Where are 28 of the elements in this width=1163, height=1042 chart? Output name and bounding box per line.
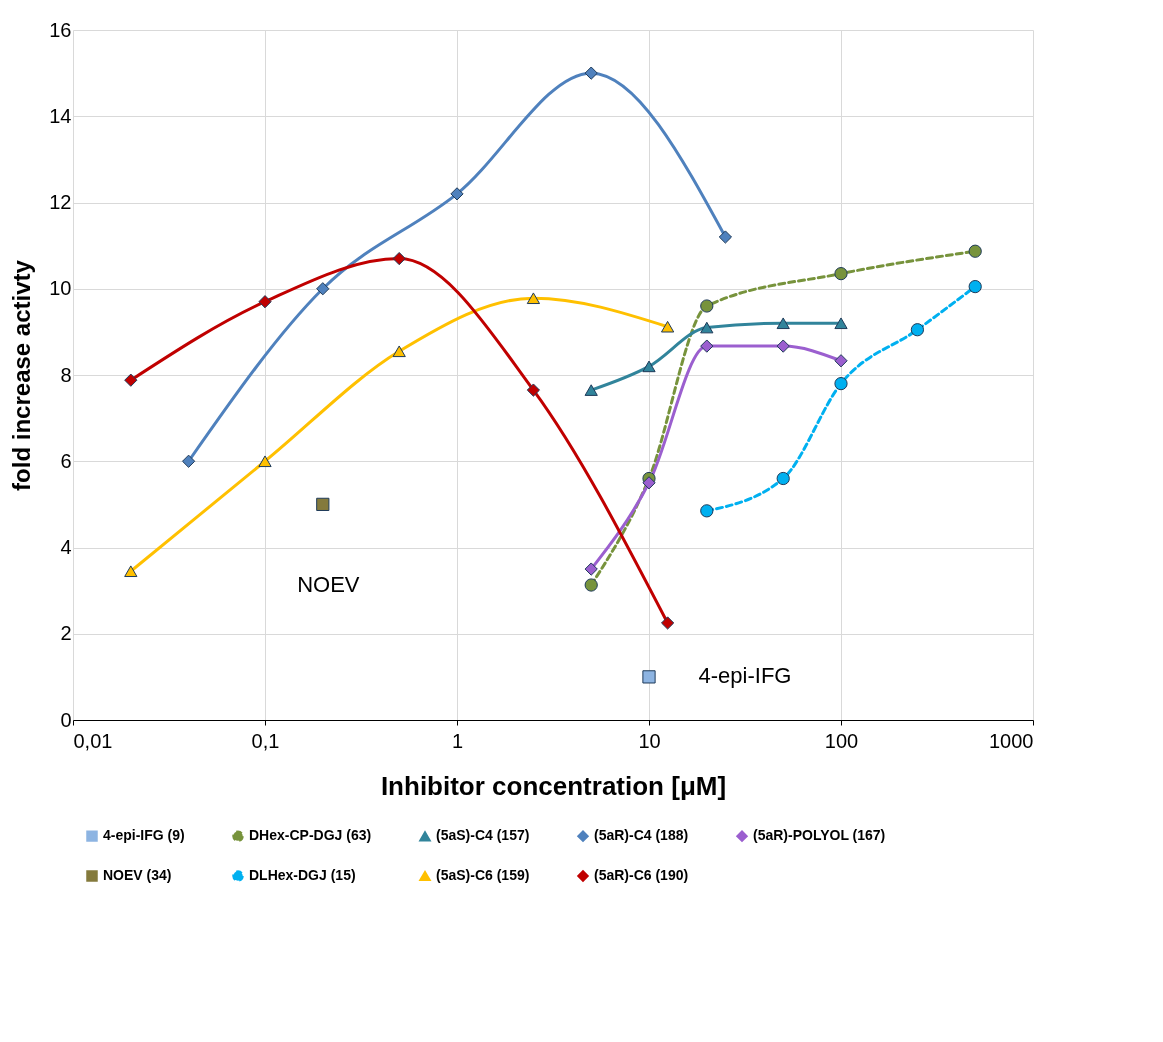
legend-label: (5aR)-C4 (188) <box>594 827 689 844</box>
x-tick-label: 1000 <box>989 729 1034 752</box>
y-axis-title: fold increase activty <box>8 259 36 491</box>
legend-label: 4-epi-IFG (9) <box>103 827 185 844</box>
y-tick-label: 0 <box>60 708 72 731</box>
legend-label: NOEV (34) <box>103 867 172 883</box>
y-tick-label: 10 <box>49 277 72 300</box>
x-tick-label: 0,01 <box>73 729 113 752</box>
x-tick-label: 10 <box>638 729 661 752</box>
legend-label: (5aR)-C6 (190) <box>594 867 689 883</box>
y-tick-label: 6 <box>60 449 72 472</box>
y-tick-label: 2 <box>60 622 72 645</box>
x-tick-label: 0,1 <box>251 729 280 752</box>
y-tick-label: 8 <box>60 363 72 386</box>
legend-label: DLHex-DGJ (15) <box>249 867 356 883</box>
legend-label: (5aR)-POLYOL (167) <box>753 827 886 844</box>
annotation: NOEV <box>297 571 360 597</box>
annotation: 4-epi-IFG <box>698 662 792 688</box>
y-tick-label: 14 <box>49 104 72 127</box>
x-axis-title: Inhibitor concentration [μM] <box>380 770 727 801</box>
x-tick-label: 100 <box>824 729 859 752</box>
y-tick-label: 12 <box>49 191 72 213</box>
legend-label: DHex-CP-DGJ (63) <box>249 827 372 844</box>
legend-label: (5aS)-C4 (157) <box>436 827 530 844</box>
x-tick-label: 1 <box>451 729 464 752</box>
y-tick-label: 16 <box>49 18 72 41</box>
legend-label: (5aS)-C6 (159) <box>436 867 530 883</box>
y-tick-label: 4 <box>60 536 72 558</box>
